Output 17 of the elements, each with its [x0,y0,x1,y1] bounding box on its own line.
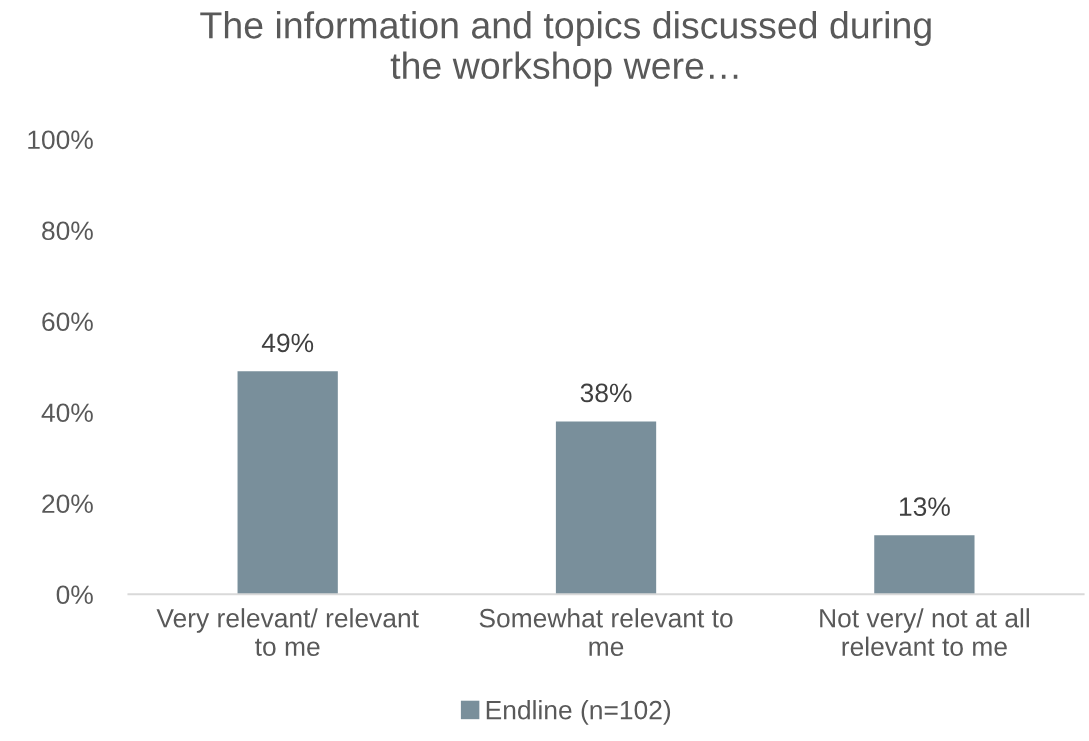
y-tick-label: 100% [28,130,93,150]
x-tick-label: Very relevant/ relevant to me [156,608,419,656]
y-tick-label: 60% [42,312,93,332]
x-tick-label: Not very/ not at all relevant to me [820,608,1029,656]
chart-title: The information and topics discussed during the workshop were… [200,11,931,87]
legend-label: Endline (n=102) [486,700,671,725]
bar [237,371,338,595]
y-tick-label: 0% [56,585,93,605]
bar [555,421,657,595]
y-tick-label: 20% [42,494,93,514]
y-tick-label: 80% [42,221,93,241]
bar [874,535,975,595]
data-label: 38% [580,383,632,403]
x-tick-label: Somewhat relevant to me [479,608,733,656]
data-label: 49% [261,333,314,353]
y-tick-label: 40% [41,403,93,423]
data-label: 13% [899,497,950,517]
